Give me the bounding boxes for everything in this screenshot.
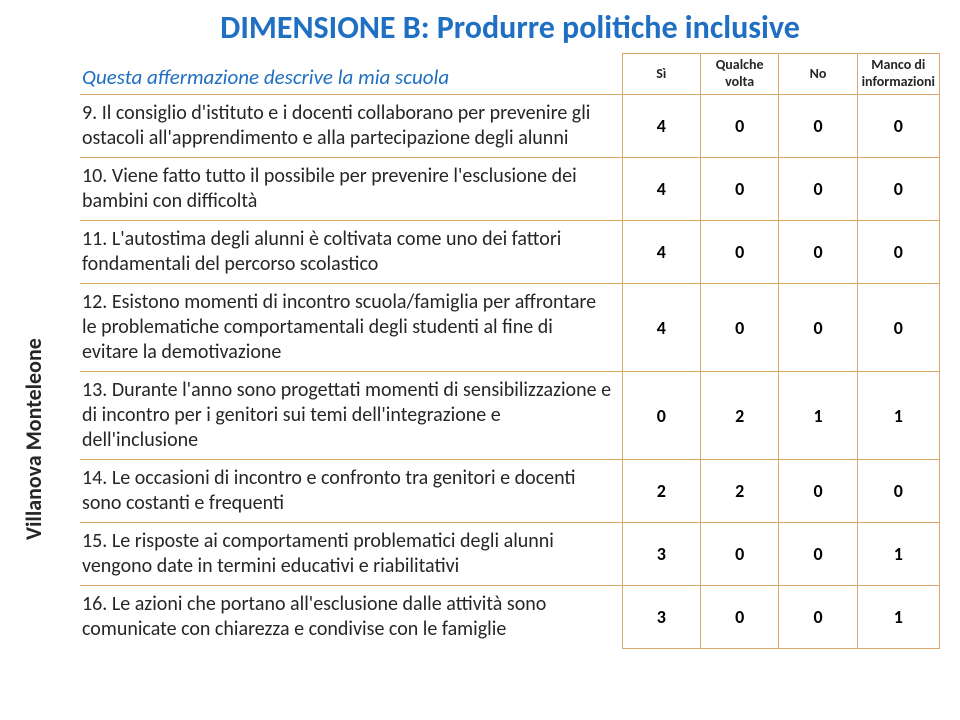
row-value: 0	[779, 284, 857, 372]
row-value: 4	[622, 95, 700, 158]
row-statement: 13. Durante l'anno sono progettati momen…	[80, 372, 622, 460]
row-value: 0	[700, 284, 779, 372]
row-value: 0	[700, 158, 779, 221]
page-title: DIMENSIONE B: Produrre politiche inclusi…	[80, 8, 940, 47]
row-statement: 9. Il consiglio d'istituto e i docenti c…	[80, 95, 622, 158]
row-value: 2	[700, 460, 779, 523]
header-statement: Questa affermazione descrive la mia scuo…	[80, 54, 622, 95]
table-row: 14. Le occasioni di incontro e confronto…	[80, 460, 940, 523]
row-value: 0	[857, 284, 939, 372]
header-col-qualche: Qualche volta	[700, 54, 779, 95]
row-value: 1	[857, 523, 939, 586]
row-statement: 14. Le occasioni di incontro e confronto…	[80, 460, 622, 523]
row-value: 0	[700, 95, 779, 158]
row-value: 0	[779, 221, 857, 284]
row-statement: 12. Esistono momenti di incontro scuola/…	[80, 284, 622, 372]
row-value: 0	[857, 158, 939, 221]
table-row: 16. Le azioni che portano all'esclusione…	[80, 586, 940, 649]
table-body: 9. Il consiglio d'istituto e i docenti c…	[80, 95, 940, 649]
row-value: 1	[857, 372, 939, 460]
row-statement: 16. Le azioni che portano all'esclusione…	[80, 586, 622, 649]
row-value: 4	[622, 158, 700, 221]
row-value: 2	[622, 460, 700, 523]
row-value: 0	[779, 95, 857, 158]
table-row: 9. Il consiglio d'istituto e i docenti c…	[80, 95, 940, 158]
row-value: 1	[779, 372, 857, 460]
row-value: 4	[622, 221, 700, 284]
row-value: 4	[622, 284, 700, 372]
header-col-manco: Manco di informazioni	[857, 54, 939, 95]
row-statement: 11. L'autostima degli alunni è coltivata…	[80, 221, 622, 284]
row-value: 1	[857, 586, 939, 649]
table-row: 15. Le risposte ai comportamenti problem…	[80, 523, 940, 586]
row-value: 0	[779, 586, 857, 649]
row-value: 0	[700, 221, 779, 284]
row-value: 0	[857, 460, 939, 523]
row-value: 0	[779, 460, 857, 523]
main-content: DIMENSIONE B: Produrre politiche inclusi…	[80, 8, 940, 649]
row-value: 0	[700, 523, 779, 586]
sidebar-label: Villanova Monteleone	[20, 338, 47, 540]
row-value: 0	[857, 95, 939, 158]
table-row: 12. Esistono momenti di incontro scuola/…	[80, 284, 940, 372]
row-value: 3	[622, 586, 700, 649]
row-value: 0	[622, 372, 700, 460]
row-value: 0	[700, 586, 779, 649]
table-row: 11. L'autostima degli alunni è coltivata…	[80, 221, 940, 284]
row-value: 2	[700, 372, 779, 460]
table-row: 13. Durante l'anno sono progettati momen…	[80, 372, 940, 460]
row-value: 0	[857, 221, 939, 284]
row-value: 0	[779, 158, 857, 221]
table-row: 10. Viene fatto tutto il possibile per p…	[80, 158, 940, 221]
table-header-row: Questa affermazione descrive la mia scuo…	[80, 54, 940, 95]
header-col-si: Sì	[622, 54, 700, 95]
row-value: 0	[779, 523, 857, 586]
row-statement: 15. Le risposte ai comportamenti problem…	[80, 523, 622, 586]
row-value: 3	[622, 523, 700, 586]
header-col-no: No	[779, 54, 857, 95]
row-statement: 10. Viene fatto tutto il possibile per p…	[80, 158, 622, 221]
survey-table: Questa affermazione descrive la mia scuo…	[80, 53, 940, 649]
